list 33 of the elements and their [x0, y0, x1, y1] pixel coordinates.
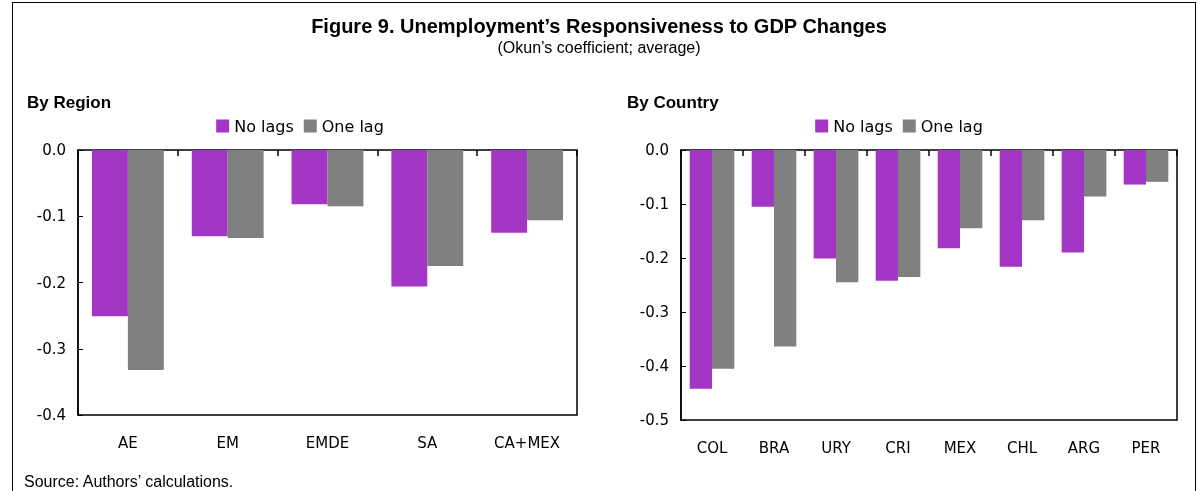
x-tick-label: AE [118, 433, 138, 452]
y-tick-label: -0.4 [639, 357, 669, 375]
y-tick-label: -0.2 [639, 249, 669, 267]
x-tick-label: MEX [943, 438, 977, 457]
x-tick-label: BRA [758, 438, 790, 457]
y-tick-label: 0.0 [645, 141, 669, 159]
legend-label: No lags [234, 116, 294, 136]
x-tick-label: ARG [1067, 438, 1101, 457]
y-tick-label: -0.1 [639, 195, 669, 213]
y-tick-label: -0.1 [36, 207, 66, 226]
text: Figure 9. Unemployment’s Responsiveness to GDP Changes [310, 14, 888, 38]
x-tick-label: EMDE [305, 433, 350, 452]
x-tick-label: SA [417, 433, 439, 452]
x-tick-label: PER [1131, 438, 1161, 457]
source-note: Source: Authors’ calculations. [24, 472, 234, 490]
x-tick-label: EM [216, 433, 239, 452]
x-tick-label: CHL [1006, 438, 1038, 457]
y-tick-label: -0.3 [639, 303, 669, 321]
legend-label: One lag [920, 116, 983, 136]
y-tick-label: 0.0 [42, 141, 66, 159]
y-tick-label: -0.4 [36, 406, 66, 424]
legend-label: One lag [321, 116, 384, 136]
y-tick-label: -0.3 [36, 339, 66, 358]
x-tick-label: CRI [885, 438, 911, 457]
x-tick-label: URY [821, 438, 852, 457]
y-tick-label: -0.2 [36, 273, 66, 292]
legend-label: No lags [833, 116, 893, 136]
chart-title: By Region [27, 93, 112, 112]
x-tick-label: COL [696, 438, 728, 457]
text: (Okun’s coefficient; average) [496, 38, 702, 58]
y-tick-label: -0.5 [639, 411, 669, 429]
chart-title: By Country [627, 93, 720, 112]
x-tick-label: CA+MEX [494, 433, 561, 452]
